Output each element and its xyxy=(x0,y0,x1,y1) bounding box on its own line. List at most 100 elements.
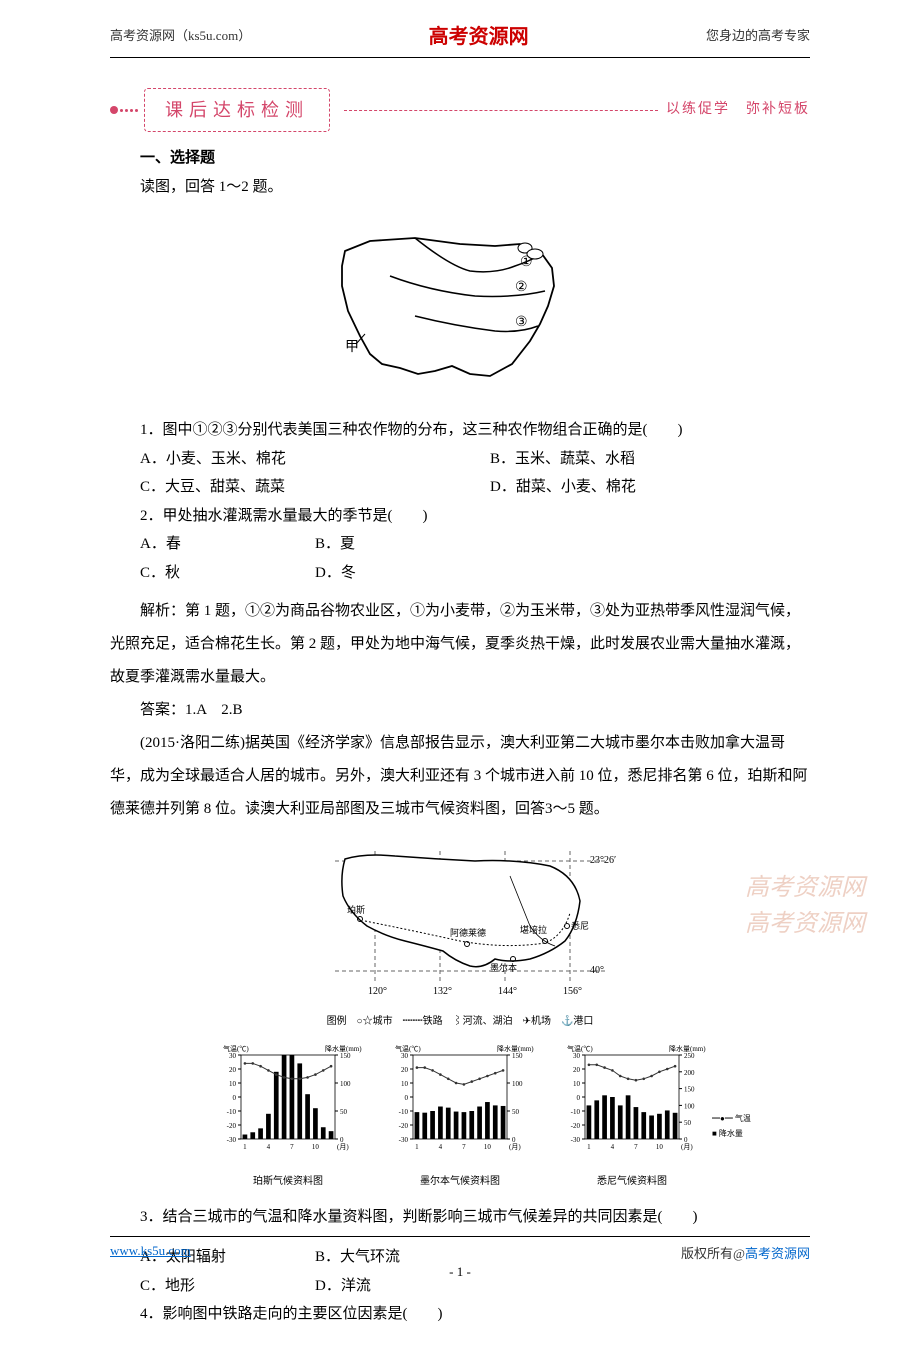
svg-text:②: ② xyxy=(515,280,528,295)
svg-text:100: 100 xyxy=(340,1080,351,1088)
svg-text:-10: -10 xyxy=(571,1108,581,1116)
svg-text:40°: 40° xyxy=(590,965,604,976)
svg-text:(月): (月) xyxy=(337,1143,349,1151)
q2-option-d: D．冬 xyxy=(285,559,460,588)
svg-text:10: 10 xyxy=(656,1143,664,1151)
svg-text:-20: -20 xyxy=(399,1122,409,1130)
svg-text:10: 10 xyxy=(573,1080,581,1088)
svg-text:7: 7 xyxy=(290,1143,294,1151)
climate-charts-row: -30-20-10010203005010015014710(月)气温(℃)降水… xyxy=(110,1041,810,1191)
page-number: - 1 - xyxy=(0,1264,920,1280)
svg-text:150: 150 xyxy=(512,1052,523,1060)
svg-text:-10: -10 xyxy=(227,1108,237,1116)
q2-options-2: C．秋 D．冬 xyxy=(110,559,810,588)
svg-text:20: 20 xyxy=(401,1066,409,1074)
svg-text:气温(℃): 气温(℃) xyxy=(395,1044,421,1053)
svg-text:1: 1 xyxy=(587,1143,591,1151)
svg-text:10: 10 xyxy=(484,1143,492,1151)
header-left: 高考资源网（ks5u.com） xyxy=(110,25,251,44)
svg-text:(月): (月) xyxy=(509,1143,521,1151)
svg-text:-20: -20 xyxy=(227,1122,237,1130)
banner-title: 课后达标检测 xyxy=(144,88,330,132)
svg-text:200: 200 xyxy=(684,1069,695,1077)
svg-text:-30: -30 xyxy=(227,1136,237,1144)
page-footer: www.ks5u.com 版权所有@高考资源网 xyxy=(110,1236,810,1262)
question-3: 3．结合三城市的气温和降水量资料图，判断影响三城市气候差异的共同因素是( ) xyxy=(110,1203,810,1232)
svg-text:-30: -30 xyxy=(399,1136,409,1144)
svg-text:156°: 156° xyxy=(563,986,582,997)
svg-text:-10: -10 xyxy=(399,1108,409,1116)
q1-option-a: A．小麦、玉米、棉花 xyxy=(110,445,460,474)
svg-text:气温(℃): 气温(℃) xyxy=(567,1044,593,1053)
footer-copyright: 版权所有@高考资源网 xyxy=(681,1243,810,1262)
svg-text:1: 1 xyxy=(415,1143,419,1151)
svg-text:100: 100 xyxy=(512,1080,523,1088)
intro-text: 读图，回答 1～2 题。 xyxy=(110,173,810,202)
q2-option-a: A．春 xyxy=(110,530,285,559)
q2-options: A．春 B．夏 xyxy=(110,530,810,559)
svg-text:100: 100 xyxy=(684,1103,695,1111)
q2-option-c: C．秋 xyxy=(110,559,285,588)
svg-text:-30: -30 xyxy=(571,1136,581,1144)
map-legend: 图例 ○☆城市 ┉┉铁路 ⌇河流、湖泊 ✈机场 ⚓港口 xyxy=(110,1012,810,1031)
svg-text:7: 7 xyxy=(462,1143,466,1151)
svg-text:4: 4 xyxy=(267,1143,271,1151)
svg-text:悉尼: 悉尼 xyxy=(571,920,589,931)
svg-text:50: 50 xyxy=(512,1108,520,1116)
banner-dashes xyxy=(344,110,658,111)
svg-text:0: 0 xyxy=(233,1094,237,1102)
svg-text:墨尔本: 墨尔本 xyxy=(490,962,517,973)
svg-text:23°26′: 23°26′ xyxy=(590,855,616,866)
svg-text:144°: 144° xyxy=(498,986,517,997)
footer-url[interactable]: www.ks5u.com xyxy=(110,1243,191,1262)
melbourne-chart: -30-20-10010203005010015014710(月)气温(℃)降水… xyxy=(385,1041,535,1191)
svg-text:30: 30 xyxy=(573,1052,581,1060)
q1-option-b: B．玉米、蔬菜、水稻 xyxy=(460,445,810,474)
australia-map: 23°26′ 40° 120° 132° 144° 156° 珀斯 阿德莱德 堪… xyxy=(295,841,625,1006)
svg-text:③: ③ xyxy=(515,315,528,330)
question-2: 2．甲处抽水灌溉需水量最大的季节是( ) xyxy=(110,502,810,531)
header-center: 高考资源网 xyxy=(429,20,529,49)
svg-text:1: 1 xyxy=(243,1143,247,1151)
svg-text:30: 30 xyxy=(401,1052,409,1060)
svg-text:50: 50 xyxy=(340,1108,348,1116)
svg-text:0: 0 xyxy=(405,1094,409,1102)
svg-text:4: 4 xyxy=(439,1143,443,1151)
q1-option-d: D．甜菜、小麦、棉花 xyxy=(460,473,810,502)
header-right: 您身边的高考专家 xyxy=(706,25,810,44)
svg-text:-20: -20 xyxy=(571,1122,581,1130)
svg-text:堪培拉: 堪培拉 xyxy=(520,924,547,935)
svg-text:150: 150 xyxy=(340,1052,351,1060)
question-4: 4．影响图中铁路走向的主要区位因素是( ) xyxy=(110,1300,810,1329)
svg-text:珀斯: 珀斯 xyxy=(347,904,365,915)
svg-text:(月): (月) xyxy=(681,1143,693,1151)
question-1: 1．图中①②③分别代表美国三种农作物的分布，这三种农作物组合正确的是( ) xyxy=(110,416,810,445)
q2-option-b: B．夏 xyxy=(285,530,460,559)
explanation-1: 解析：第 1 题，①②为商品谷物农业区，①为小麦带，②为玉米带，③处为亚热带季风… xyxy=(110,595,810,694)
page-header: 高考资源网（ks5u.com） 高考资源网 您身边的高考专家 xyxy=(110,0,810,58)
svg-text:阿德莱德: 阿德莱德 xyxy=(450,927,486,938)
svg-text:7: 7 xyxy=(634,1143,638,1151)
svg-text:20: 20 xyxy=(573,1066,581,1074)
svg-text:150: 150 xyxy=(684,1086,695,1094)
section-banner: 课后达标检测 以练促学 弥补短板 xyxy=(110,88,810,132)
svg-text:降水量(mm): 降水量(mm) xyxy=(669,1044,706,1053)
answer-1: 答案：1.A 2.B xyxy=(110,694,810,727)
svg-text:10: 10 xyxy=(401,1080,409,1088)
banner-dots-left xyxy=(110,106,138,114)
banner-subtitle: 以练促学 弥补短板 xyxy=(666,97,810,124)
svg-text:132°: 132° xyxy=(433,986,452,997)
intro-2: (2015·洛阳二练)据英国《经济学家》信息部报告显示，澳大利亚第二大城市墨尔本… xyxy=(110,727,810,826)
svg-text:①: ① xyxy=(520,255,533,270)
svg-text:4: 4 xyxy=(611,1143,615,1151)
svg-text:气温(℃): 气温(℃) xyxy=(223,1044,249,1053)
q1-options-2: C．大豆、甜菜、蔬菜 D．甜菜、小麦、棉花 xyxy=(110,473,810,502)
svg-text:10: 10 xyxy=(229,1080,237,1088)
svg-text:0: 0 xyxy=(577,1094,581,1102)
section-heading: 一、选择题 xyxy=(110,144,810,173)
svg-text:120°: 120° xyxy=(368,986,387,997)
sydney-chart: -30-20-10010203005010015020025014710(月)气… xyxy=(557,1041,707,1191)
svg-text:降水量(mm): 降水量(mm) xyxy=(497,1044,534,1053)
q1-option-c: C．大豆、甜菜、蔬菜 xyxy=(110,473,460,502)
svg-text:30: 30 xyxy=(229,1052,237,1060)
